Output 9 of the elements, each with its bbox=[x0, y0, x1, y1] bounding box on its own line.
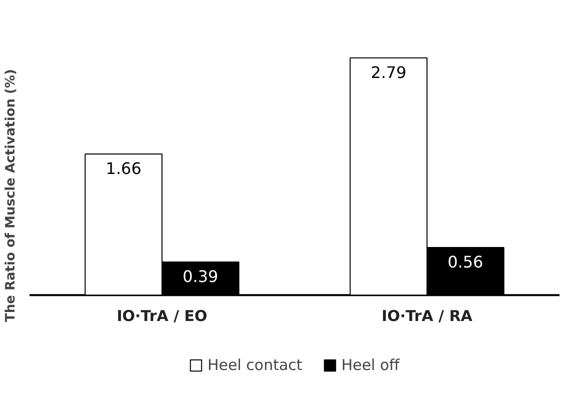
data-label: 1.66 bbox=[106, 159, 142, 178]
data-label: 0.39 bbox=[182, 266, 218, 286]
x-tick-label: IO·TrA / RA bbox=[382, 307, 473, 326]
data-label: 0.56 bbox=[448, 252, 484, 272]
x-tick-label: IO·TrA / EO bbox=[116, 307, 208, 326]
y-axis-title: The Ratio of Muscle Activation (%) bbox=[4, 69, 18, 322]
legend-label: Heel off bbox=[341, 356, 400, 374]
legend-label: Heel contact bbox=[208, 356, 302, 374]
data-label: 2.79 bbox=[370, 62, 406, 82]
